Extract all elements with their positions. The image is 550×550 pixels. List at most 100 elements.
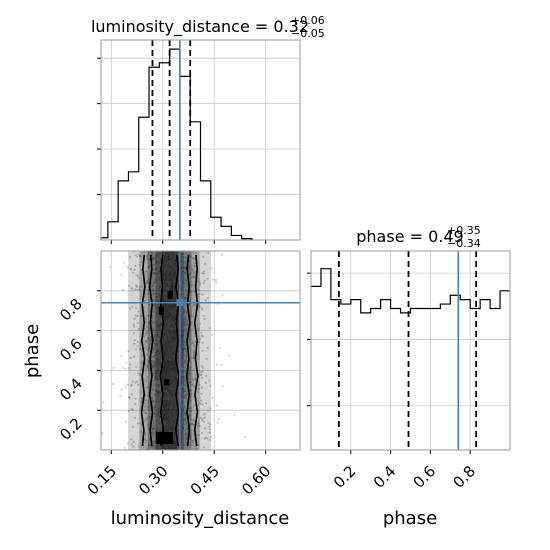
- joint-sample-point: [166, 415, 169, 419]
- joint-sample-point: [177, 321, 180, 324]
- joint-sample-point: [209, 438, 212, 441]
- joint-sample-point: [202, 272, 205, 275]
- joint-sample-point: [175, 411, 178, 414]
- joint-density-band: [162, 251, 178, 450]
- joint-sample-point: [192, 356, 195, 359]
- joint-sample-point: [189, 434, 192, 437]
- joint-sample-point: [129, 363, 132, 366]
- joint-sample-point: [171, 340, 174, 343]
- joint-sample-point: [155, 266, 158, 269]
- joint-sample-point: [165, 322, 168, 325]
- phase-title-main: phase = 0.49: [356, 227, 463, 246]
- joint-density-cell: [169, 330, 178, 341]
- joint-sample-point: [140, 269, 143, 272]
- joint-sample-point: [157, 407, 160, 410]
- joint-sample-point: [154, 299, 157, 302]
- joint-density-cell: [177, 280, 185, 291]
- joint-sample-point: [181, 256, 185, 259]
- joint-sample-point: [181, 351, 184, 354]
- joint-sample-point: [167, 356, 170, 359]
- joint-sample-point: [174, 338, 177, 342]
- joint-sample-point: [201, 272, 204, 275]
- joint-sample-point: [155, 331, 158, 334]
- joint-sample-point: [173, 262, 176, 266]
- joint-sample-point: [190, 418, 193, 421]
- joint-sample-point: [173, 351, 176, 354]
- joint-sample-point: [170, 345, 173, 348]
- joint-sample-point: [153, 335, 156, 338]
- joint-sample-point: [201, 419, 204, 422]
- joint-sample-point: [182, 423, 185, 426]
- joint-sample-point: [151, 399, 154, 402]
- joint-sample-point: [164, 346, 167, 349]
- joint-sample-point: [169, 299, 172, 302]
- joint-sample-point: [189, 273, 192, 276]
- joint-sample-point: [190, 275, 194, 278]
- joint-sample-point: [157, 256, 160, 259]
- joint-sample-point: [164, 371, 168, 374]
- joint-sample-point: [184, 389, 187, 393]
- ld-histogram-step-line: [100, 48, 253, 240]
- joint-sample-point: [199, 283, 202, 286]
- joint-sample-point: [170, 324, 173, 327]
- joint-sample-point: [172, 351, 175, 354]
- joint-sample-point: [168, 305, 172, 308]
- joint-sample-point: [131, 409, 135, 412]
- joint-sample-point: [140, 397, 143, 400]
- joint-sample-point: [168, 288, 172, 291]
- joint-sample-point: [158, 284, 161, 287]
- joint-sample-point: [166, 394, 169, 397]
- joint-sample-point: [157, 390, 160, 393]
- joint-sample-point: [164, 371, 168, 374]
- joint-sample-point: [145, 418, 148, 421]
- joint-sample-point: [139, 373, 142, 376]
- joint-sample-point: [136, 314, 139, 317]
- joint-sample-point: [184, 324, 187, 327]
- joint-sample-point: [164, 342, 167, 345]
- joint-sample-point: [190, 308, 193, 311]
- joint-sample-point: [201, 403, 204, 406]
- joint-sample-point: [173, 331, 176, 334]
- joint-sample-point: [171, 282, 174, 285]
- joint-sample-point: [180, 419, 183, 422]
- joint-sample-point: [173, 352, 176, 355]
- joint-sample-point: [162, 277, 165, 280]
- joint-sample-point: [169, 271, 172, 274]
- joint-sample-point: [171, 282, 174, 285]
- joint-sample-point: [155, 260, 158, 263]
- joint-y-tick-labels: 0.2 0.4 0.6 0.8: [56, 295, 86, 444]
- joint-sample-point: [167, 424, 170, 427]
- joint-sample-point: [154, 268, 158, 271]
- joint-density-cell: [162, 300, 170, 311]
- joint-sample-point: [192, 378, 195, 381]
- joint-sample-point: [166, 263, 169, 266]
- joint-sample-point: [144, 399, 147, 402]
- joint-sample-point: [152, 334, 156, 337]
- joint-sample-point: [130, 268, 133, 271]
- joint-sample-point: [136, 422, 139, 425]
- joint-sample-point: [182, 443, 186, 447]
- joint-sample-point: [154, 272, 157, 275]
- joint-sample-point: [170, 411, 174, 414]
- joint-sample-point: [163, 332, 166, 335]
- joint-density-cell: [146, 440, 155, 450]
- joint-sample-point: [181, 426, 184, 429]
- joint-sample-point: [146, 416, 149, 419]
- joint-sample-point: [168, 313, 172, 316]
- joint-sample-point: [182, 350, 185, 353]
- joint-sample-point: [190, 305, 193, 308]
- joint-density-cell: [146, 260, 155, 271]
- joint-sample-point: [146, 353, 149, 356]
- joint-sample-point: [149, 343, 152, 346]
- joint-sample-point: [155, 333, 158, 336]
- joint-sample-point: [135, 285, 138, 288]
- joint-sample-point: [182, 282, 185, 285]
- joint-sample-point: [155, 262, 158, 265]
- joint-sample-point: [198, 322, 202, 325]
- joint-sample-point: [192, 419, 195, 422]
- joint-sample-point: [171, 251, 175, 254]
- joint-sample-point: [164, 272, 167, 275]
- joint-density-cell: [169, 430, 178, 441]
- joint-sample-point: [158, 352, 161, 355]
